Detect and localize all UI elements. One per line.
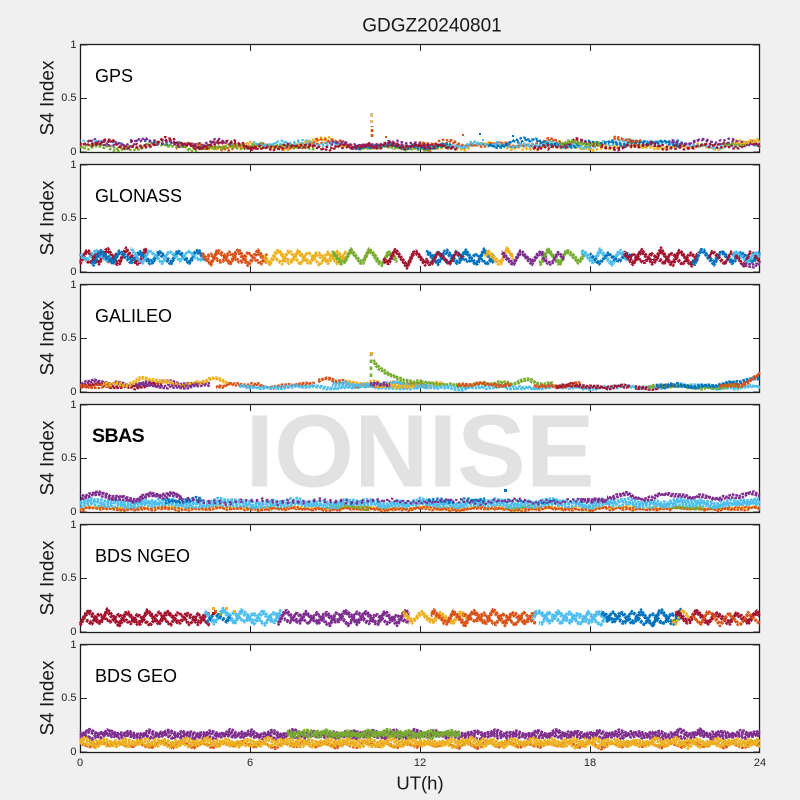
svg-text:S4 Index: S4 Index xyxy=(38,180,59,255)
svg-text:1: 1 xyxy=(70,519,76,531)
svg-text:0.5: 0.5 xyxy=(61,332,76,344)
svg-text:S4 Index: S4 Index xyxy=(38,300,59,375)
svg-text:GPS: GPS xyxy=(95,66,133,86)
svg-text:0.5: 0.5 xyxy=(61,92,76,104)
svg-text:S4 Index: S4 Index xyxy=(38,60,59,135)
svg-text:0.5: 0.5 xyxy=(61,692,76,704)
svg-text:12: 12 xyxy=(414,757,426,769)
svg-text:0: 0 xyxy=(70,266,76,278)
svg-text:0: 0 xyxy=(70,746,76,758)
svg-text:0: 0 xyxy=(70,146,76,158)
svg-text:18: 18 xyxy=(584,757,596,769)
svg-text:BDS GEO: BDS GEO xyxy=(95,666,177,686)
svg-text:0.5: 0.5 xyxy=(61,212,76,224)
svg-text:0.5: 0.5 xyxy=(61,572,76,584)
svg-text:GLONASS: GLONASS xyxy=(95,186,182,206)
svg-text:GDGZ20240801: GDGZ20240801 xyxy=(362,16,501,37)
svg-text:1: 1 xyxy=(70,159,76,171)
svg-text:1: 1 xyxy=(70,639,76,651)
svg-text:0: 0 xyxy=(70,386,76,398)
svg-text:IONISE: IONISE xyxy=(245,394,594,509)
svg-text:1: 1 xyxy=(70,399,76,411)
svg-text:S4 Index: S4 Index xyxy=(38,540,59,615)
svg-text:0: 0 xyxy=(70,626,76,638)
svg-text:GALILEO: GALILEO xyxy=(95,306,172,326)
svg-text:BDS NGEO: BDS NGEO xyxy=(95,546,190,566)
svg-text:24: 24 xyxy=(754,757,766,769)
svg-text:S4 Index: S4 Index xyxy=(38,660,59,735)
svg-text:0: 0 xyxy=(70,506,76,518)
svg-text:UT(h): UT(h) xyxy=(396,773,443,794)
svg-text:1: 1 xyxy=(70,279,76,291)
svg-text:0: 0 xyxy=(77,757,83,769)
svg-text:SBAS: SBAS xyxy=(92,425,145,447)
svg-text:0.5: 0.5 xyxy=(61,452,76,464)
svg-text:6: 6 xyxy=(247,757,253,769)
svg-text:S4 Index: S4 Index xyxy=(38,420,59,495)
svg-text:1: 1 xyxy=(70,39,76,51)
